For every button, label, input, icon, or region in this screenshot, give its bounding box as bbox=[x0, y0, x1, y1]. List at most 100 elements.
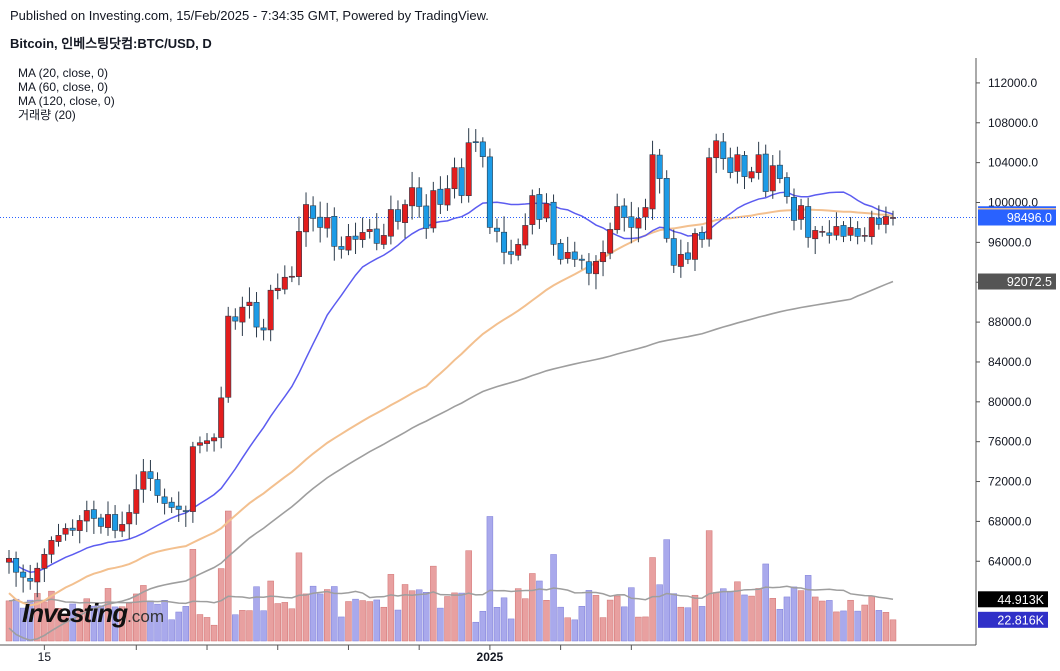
candle-body bbox=[204, 440, 211, 444]
candle bbox=[600, 240, 607, 277]
volume-bar bbox=[345, 601, 352, 642]
candle bbox=[868, 210, 875, 245]
volume-bar bbox=[196, 614, 204, 642]
candle-body bbox=[366, 229, 373, 232]
candle-body bbox=[161, 496, 168, 504]
volume-bar bbox=[281, 602, 289, 642]
candle-body bbox=[465, 142, 472, 197]
volume-bar bbox=[684, 607, 692, 642]
volume-bar bbox=[868, 595, 876, 642]
candle-body bbox=[380, 235, 387, 245]
volume-bar bbox=[316, 593, 324, 642]
volume-bar bbox=[437, 607, 444, 642]
legend-ma60[interactable]: MA (60, close, 0) bbox=[18, 80, 109, 94]
candle-body bbox=[875, 217, 882, 225]
candle-body bbox=[189, 446, 196, 512]
volume-bar bbox=[260, 610, 267, 642]
volume-bar bbox=[140, 585, 147, 642]
volume-bar bbox=[889, 619, 897, 642]
candle bbox=[62, 523, 69, 541]
volume-bar bbox=[613, 595, 621, 642]
candle-body bbox=[20, 571, 27, 578]
candle bbox=[479, 137, 486, 168]
volume-bar bbox=[168, 619, 175, 642]
candle bbox=[635, 207, 642, 243]
volume-value-label-bg bbox=[978, 611, 1048, 628]
volume-bar bbox=[776, 608, 784, 642]
candle bbox=[140, 459, 147, 503]
candle-body bbox=[83, 510, 90, 522]
candle-body bbox=[854, 228, 861, 237]
volume-bar bbox=[210, 624, 218, 642]
candle-body bbox=[274, 287, 281, 292]
candle bbox=[769, 155, 776, 199]
candle-body bbox=[493, 227, 500, 232]
candle bbox=[310, 196, 317, 232]
volume-ma-value-label-bg bbox=[978, 591, 1048, 608]
logo-name: Investing bbox=[22, 598, 128, 628]
volume-bar bbox=[493, 607, 501, 642]
volume-bar bbox=[649, 557, 656, 642]
candle-body bbox=[444, 188, 451, 206]
volume-bar bbox=[479, 610, 487, 642]
volume-bar bbox=[550, 554, 557, 642]
volume-bar bbox=[175, 611, 182, 642]
volume-ma-line bbox=[8, 585, 894, 605]
candle-body bbox=[182, 510, 189, 512]
candle bbox=[720, 133, 727, 170]
candle-body bbox=[515, 244, 522, 256]
candle-body bbox=[112, 514, 119, 531]
candle-body bbox=[13, 558, 20, 573]
candle-body bbox=[479, 141, 486, 157]
candle-body bbox=[529, 195, 536, 225]
volume-bar bbox=[840, 610, 847, 642]
volume-bar bbox=[500, 597, 508, 642]
volume-bar bbox=[423, 592, 430, 642]
volume-bar bbox=[642, 616, 649, 642]
volume-bar bbox=[232, 614, 239, 642]
candle-body bbox=[614, 206, 621, 231]
volume-bar bbox=[734, 581, 741, 642]
legend-volume[interactable]: 거래량 (20) bbox=[18, 108, 76, 122]
ma120-line bbox=[8, 280, 894, 642]
candle bbox=[69, 519, 76, 536]
candle bbox=[126, 504, 133, 539]
volume-bar bbox=[309, 585, 317, 642]
candle-body bbox=[218, 397, 225, 438]
candle-body bbox=[119, 524, 126, 532]
candle bbox=[642, 198, 649, 231]
candle bbox=[331, 207, 338, 261]
candle bbox=[225, 306, 232, 403]
candle-body bbox=[317, 216, 324, 228]
volume-bar bbox=[592, 595, 600, 642]
legend-ma120[interactable]: MA (120, close, 0) bbox=[18, 94, 115, 108]
candle-body bbox=[267, 289, 274, 331]
candle-body bbox=[699, 231, 706, 240]
volume-bar bbox=[847, 599, 854, 642]
candle bbox=[359, 217, 366, 248]
candle-body bbox=[890, 217, 896, 219]
candle bbox=[805, 197, 812, 248]
volume-layer bbox=[5, 510, 897, 642]
volume-bar bbox=[133, 593, 140, 642]
candle-body bbox=[769, 165, 776, 192]
candle-body bbox=[621, 205, 628, 218]
candle-body bbox=[833, 226, 840, 236]
candle bbox=[564, 236, 571, 264]
legend-ma20[interactable]: MA (20, close, 0) bbox=[18, 66, 109, 80]
candle-body bbox=[90, 509, 97, 519]
candle bbox=[571, 241, 578, 267]
volume-bar bbox=[712, 592, 720, 642]
y-tick-label: 68000.0 bbox=[988, 514, 1032, 528]
volume-bar bbox=[41, 601, 48, 642]
candle bbox=[189, 441, 196, 523]
candle bbox=[55, 523, 62, 547]
ma120-value-label: 92072.5 bbox=[1007, 275, 1052, 289]
volume-bar bbox=[606, 599, 614, 642]
volume-bar bbox=[111, 606, 119, 642]
volume-bar bbox=[536, 580, 543, 642]
candle-body bbox=[331, 216, 338, 247]
candle bbox=[76, 515, 83, 544]
candle bbox=[458, 158, 465, 204]
